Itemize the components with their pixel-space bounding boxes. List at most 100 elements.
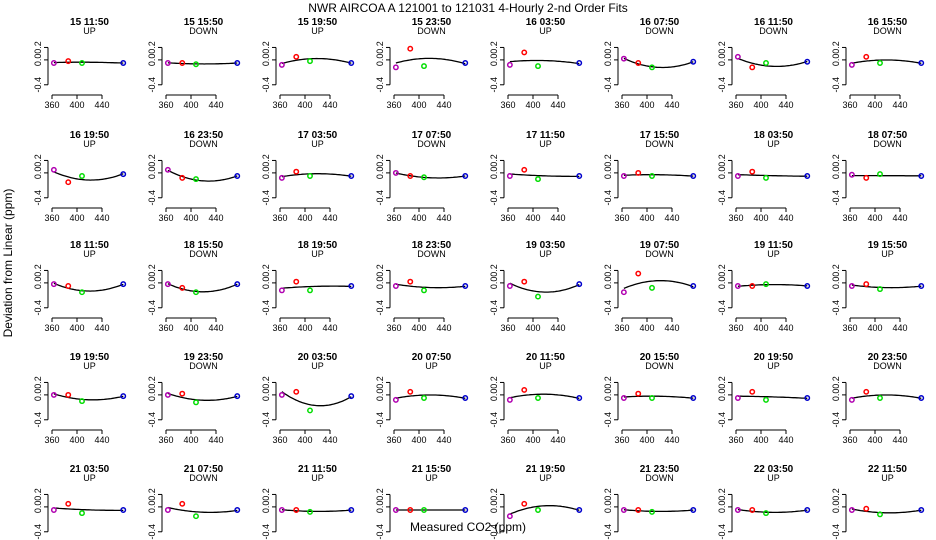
- x-tick-label: 360: [614, 435, 629, 445]
- data-point: [734, 173, 741, 179]
- panel-title: 15 11:50: [70, 17, 109, 28]
- fit-curve: [167, 283, 238, 293]
- data-point: [620, 395, 627, 401]
- data-point: [635, 390, 642, 397]
- panel-direction-label: DOWN: [873, 139, 902, 149]
- data-point: [620, 507, 627, 513]
- data-point: [79, 60, 85, 66]
- panel-direction-label: DOWN: [645, 249, 674, 259]
- x-tick-label: 440: [664, 435, 679, 445]
- data-point: [193, 513, 199, 520]
- fit-curve: [737, 174, 808, 177]
- y-tick-label: 0.0: [33, 501, 43, 514]
- y-tick-label: 0.0: [375, 167, 385, 180]
- data-point: [79, 289, 85, 296]
- data-point: [307, 173, 313, 179]
- data-point: [407, 388, 414, 395]
- fit-curve: [623, 57, 694, 69]
- data-point: [918, 283, 925, 289]
- x-tick-label: 360: [44, 213, 59, 223]
- y-tick-label: -0.4: [489, 77, 499, 93]
- fit-curve: [851, 284, 922, 289]
- y-tick-label: 0.0: [489, 277, 499, 290]
- data-point: [278, 61, 285, 68]
- data-point: [164, 166, 171, 173]
- x-tick-label: 440: [550, 213, 565, 223]
- y-tick-label: 0.0: [33, 389, 43, 402]
- y-tick-label: 0.2: [603, 488, 613, 501]
- y-tick-label: -0.4: [147, 190, 157, 206]
- y-tick-label: -0.4: [375, 190, 385, 206]
- x-tick-label: 360: [842, 100, 857, 110]
- y-tick-label: 0.0: [603, 501, 613, 514]
- x-tick-label: 400: [867, 100, 882, 110]
- fit-curve: [737, 508, 808, 514]
- x-tick-label: 400: [525, 213, 540, 223]
- data-point: [863, 281, 870, 288]
- x-tick-label: 360: [728, 100, 743, 110]
- data-point: [521, 500, 528, 507]
- data-point: [863, 53, 870, 60]
- y-tick-label: -0.4: [717, 190, 727, 206]
- y-tick-label: 0.0: [375, 54, 385, 67]
- x-tick-label: 360: [500, 100, 515, 110]
- x-tick-label: 360: [614, 323, 629, 333]
- panel-title: 15 19:50: [298, 17, 338, 28]
- x-tick-label: 360: [272, 323, 287, 333]
- y-tick-label: 0.0: [717, 389, 727, 402]
- panel-direction-label: UP: [881, 249, 894, 259]
- x-tick-label: 400: [297, 100, 312, 110]
- x-tick-label: 360: [158, 435, 173, 445]
- data-point: [278, 287, 285, 294]
- y-tick-label: 0.0: [717, 54, 727, 67]
- data-point: [848, 61, 855, 68]
- y-tick-label: -0.4: [831, 412, 841, 428]
- data-point: [506, 61, 513, 68]
- y-tick-label: -0.4: [489, 524, 499, 540]
- data-point: [649, 395, 655, 401]
- data-point: [576, 395, 583, 401]
- data-point: [649, 64, 655, 71]
- data-point: [918, 507, 925, 513]
- y-tick-label: 0.2: [375, 264, 385, 277]
- panel-direction-label: UP: [311, 139, 324, 149]
- y-tick-label: -0.4: [261, 190, 271, 206]
- panel-direction-label: UP: [539, 249, 552, 259]
- y-tick-label: 0.2: [717, 488, 727, 501]
- x-tick-label: 360: [614, 213, 629, 223]
- panel-direction-label: UP: [311, 473, 324, 483]
- x-tick-label: 400: [69, 323, 84, 333]
- data-point: [79, 510, 85, 517]
- y-tick-label: -0.4: [489, 190, 499, 206]
- x-tick-label: 360: [158, 213, 173, 223]
- fit-curve: [509, 504, 580, 515]
- data-point: [763, 60, 769, 66]
- fit-curve: [395, 172, 466, 179]
- fit-curve: [281, 173, 352, 178]
- x-tick-label: 360: [272, 100, 287, 110]
- y-axis-label: Deviation from Linear (ppm): [1, 189, 15, 338]
- data-point: [79, 398, 85, 405]
- y-tick-label: -0.4: [375, 77, 385, 93]
- y-tick-label: 0.2: [603, 376, 613, 389]
- data-point: [635, 270, 642, 277]
- fit-curve: [509, 173, 580, 178]
- panel-title: 16 23:50: [184, 130, 224, 141]
- y-tick-label: 0.2: [147, 264, 157, 277]
- x-tick-label: 360: [500, 435, 515, 445]
- y-tick-label: 0.2: [603, 154, 613, 167]
- panel-title: 19 23:50: [184, 352, 224, 363]
- x-tick-label: 360: [44, 435, 59, 445]
- y-tick-label: 0.0: [261, 54, 271, 67]
- fit-curve: [623, 395, 694, 399]
- x-tick-label: 400: [639, 100, 654, 110]
- panel-direction-label: DOWN: [417, 139, 446, 149]
- data-point: [234, 393, 241, 400]
- data-point: [421, 287, 427, 294]
- fit-curve: [53, 393, 124, 401]
- fit-curve: [395, 57, 466, 65]
- y-tick-label: 0.2: [831, 154, 841, 167]
- x-tick-label: 440: [664, 213, 679, 223]
- x-tick-label: 400: [183, 435, 198, 445]
- y-tick-label: 0.0: [717, 501, 727, 514]
